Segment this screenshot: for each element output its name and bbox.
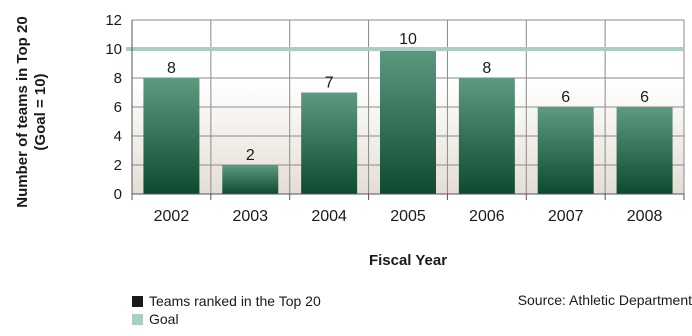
x-tick-label-2007: 2007: [548, 208, 584, 225]
y-tick-label: 8: [114, 70, 122, 87]
x-tick-label-2002: 2002: [154, 208, 190, 225]
legend-label-teams: Teams ranked in the Top 20: [149, 293, 321, 309]
bar-2008: [616, 107, 673, 194]
chart: 8 2 7 10 8 6 6 0 2 4 6 8 10 12 2002 2003 2004 2005 2006 20…: [105, 12, 685, 225]
bar-2005: [380, 49, 436, 194]
y-tick-label: 12: [105, 12, 122, 29]
legend-label-goal: Goal: [149, 311, 179, 327]
x-axis-title: Fiscal Year: [368, 252, 448, 269]
y-axis-title-box: Number of teams in Top 20 (Goal = 10): [8, 12, 56, 212]
y-tick-label: 2: [114, 157, 122, 174]
x-tick-label-2008: 2008: [627, 208, 663, 225]
bar-2004: [301, 92, 358, 194]
x-tick-label-2004: 2004: [311, 208, 347, 225]
y-tick-label: 6: [114, 99, 122, 116]
bar-2002: [143, 78, 200, 194]
bar-2006: [458, 78, 515, 194]
data-label-2005: 10: [399, 31, 417, 48]
x-tick-label-2005: 2005: [390, 208, 426, 225]
y-tick-label: 10: [105, 41, 122, 58]
data-label-2003: 2: [246, 147, 255, 164]
y-axis-title: Number of teams in Top 20 (Goal = 10): [14, 16, 49, 208]
data-label-2006: 8: [482, 60, 491, 77]
legend-swatch-teams: [132, 295, 143, 307]
legend-swatch-goal: [132, 313, 143, 325]
legend-item-goal: Goal: [132, 310, 321, 328]
data-label-2008: 6: [640, 89, 649, 106]
y-tick-label: 0: [114, 186, 122, 203]
bar-2003: [222, 165, 279, 194]
source-note: Source: Athletic Department: [517, 292, 692, 308]
legend-item-teams: Teams ranked in the Top 20: [132, 292, 321, 310]
data-label-2002: 8: [167, 60, 176, 77]
data-label-2004: 7: [325, 75, 334, 92]
x-tick-label-2006: 2006: [469, 208, 505, 225]
y-tick-label: 4: [114, 128, 122, 145]
bar-2007: [537, 107, 594, 194]
legend: Teams ranked in the Top 20 Goal: [132, 292, 321, 328]
x-tick-label-2003: 2003: [232, 208, 268, 225]
data-label-2007: 6: [561, 89, 570, 106]
